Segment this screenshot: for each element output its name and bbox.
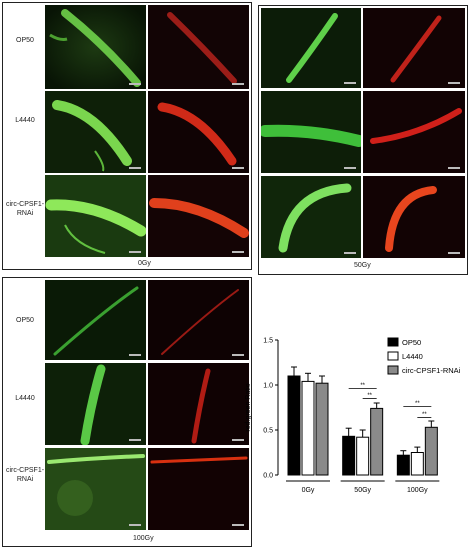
y-tick-label: 0.0 bbox=[263, 473, 273, 480]
micrograph-100gy-l4440-green bbox=[45, 363, 146, 445]
micrograph-100gy-circ-red bbox=[148, 448, 249, 530]
micrograph-50gy-l4440-red bbox=[363, 91, 465, 173]
row-label-op50: OP50 bbox=[16, 317, 34, 324]
row-label-l4440: L4440 bbox=[15, 117, 35, 124]
legend-label: L4440 bbox=[402, 352, 423, 361]
micrograph-100gy-circ-green bbox=[45, 448, 146, 530]
micrograph-0gy-op50-red bbox=[148, 5, 249, 89]
micrograph-100gy-op50-red bbox=[148, 280, 249, 360]
row-label-op50: OP50 bbox=[16, 37, 34, 44]
row-label-circ: circ-CPSF1-RNAi bbox=[5, 201, 45, 217]
dose-label-100gy: 100Gy bbox=[133, 535, 154, 542]
micrograph-0gy-l4440-green bbox=[45, 91, 146, 173]
micrograph-50gy-circ-red bbox=[363, 176, 465, 258]
row-label-l4440: L4440 bbox=[15, 395, 35, 402]
x-category-label: 100Gy bbox=[407, 487, 428, 494]
bar bbox=[315, 382, 329, 476]
bar bbox=[410, 452, 424, 476]
micrograph-50gy-op50-green bbox=[261, 8, 361, 88]
bar-chart: 0.0 0.5 1.0 1.5 red:green Ratio 0Gy 50Gy 100Gy *… bbox=[245, 337, 461, 494]
y-tick-label: 0.5 bbox=[263, 428, 273, 435]
legend-label: circ-CPSF1-RNAi bbox=[402, 366, 461, 375]
micrograph-50gy-l4440-green bbox=[261, 91, 361, 173]
significance-label: ** bbox=[422, 412, 427, 418]
y-tick-label: 1.0 bbox=[263, 383, 273, 390]
bar bbox=[356, 436, 370, 476]
legend-swatch bbox=[387, 337, 399, 347]
micrograph-0gy-l4440-red bbox=[148, 91, 249, 173]
panel-100gy: OP50 L4440 circ-CPSF1- RNAi 100Gy bbox=[2, 277, 252, 547]
panel-0gy: OP50 L4440 circ-CPSF1-RNAi bbox=[2, 2, 252, 270]
dose-label-50gy: 50Gy bbox=[354, 262, 371, 269]
y-axis-label: red:green Ratio bbox=[245, 383, 252, 431]
bar bbox=[342, 435, 356, 476]
row-label-circ: circ-CPSF1- RNAi bbox=[5, 467, 45, 483]
x-category-label: 0Gy bbox=[302, 487, 315, 494]
micrograph-50gy-circ-green bbox=[261, 176, 361, 258]
micrograph-0gy-op50-green bbox=[45, 5, 146, 89]
bar bbox=[301, 380, 315, 476]
legend-swatch bbox=[387, 351, 399, 361]
dose-label-0gy: 0Gy bbox=[138, 260, 151, 267]
micrograph-0gy-circ-green bbox=[45, 175, 146, 257]
y-tick-label: 1.5 bbox=[263, 338, 273, 345]
bar bbox=[287, 375, 301, 476]
legend-label: OP50 bbox=[402, 338, 421, 347]
significance-label: ** bbox=[367, 393, 372, 399]
micrograph-100gy-op50-green bbox=[45, 280, 146, 360]
x-category-label: 50Gy bbox=[354, 487, 371, 494]
bar bbox=[370, 407, 384, 476]
micrograph-50gy-op50-red bbox=[363, 8, 465, 88]
micrograph-0gy-circ-red bbox=[148, 175, 249, 257]
bar bbox=[396, 454, 410, 476]
legend-swatch bbox=[387, 365, 399, 375]
significance-label: ** bbox=[360, 383, 365, 389]
panel-50gy: 50Gy bbox=[258, 5, 468, 275]
bar bbox=[424, 426, 438, 476]
significance-label: ** bbox=[415, 401, 420, 407]
micrograph-100gy-l4440-red bbox=[148, 363, 249, 445]
